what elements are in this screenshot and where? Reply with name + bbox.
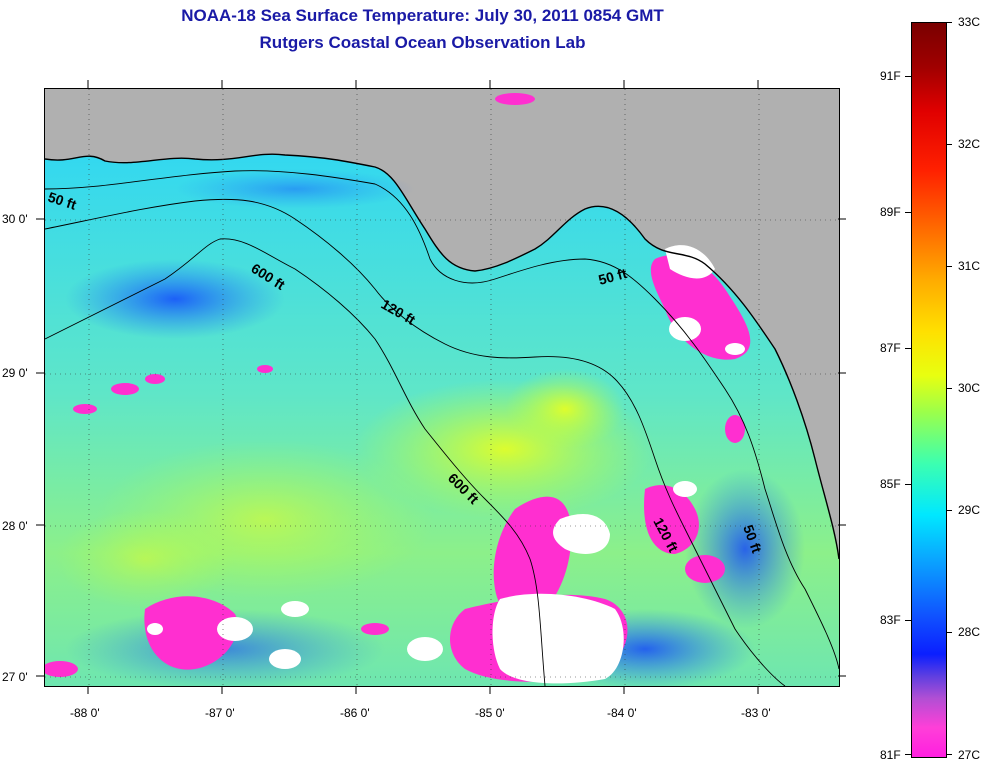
lat-label-29: 29 0' — [2, 366, 28, 380]
colorbar-label-87f: 87F — [880, 341, 901, 355]
lon-label-88: -88 0' — [70, 706, 100, 720]
lat-label-30: 30 0' — [2, 212, 28, 226]
lon-label-87: -87 0' — [205, 706, 235, 720]
colorbar-label-27c: 27C — [958, 748, 981, 762]
colorbar-label-29c: 29C — [958, 503, 981, 517]
temperature-color-bar — [911, 22, 947, 758]
isobath-600ft — [45, 238, 546, 686]
map-subtitle: Rutgers Coastal Ocean Observation Lab — [259, 33, 586, 52]
colorbar-label-31c: 31C — [958, 259, 981, 273]
isobath-label-50ft-east: 50 ft — [597, 265, 629, 288]
lon-label-84: -84 0' — [607, 706, 637, 720]
lat-label-28: 28 0' — [2, 519, 28, 533]
lat-label-27: 27 0' — [2, 670, 28, 684]
colorbar-label-91f: 91F — [880, 69, 901, 83]
colorbar-label-81f: 81F — [880, 748, 901, 762]
map-title: NOAA-18 Sea Surface Temperature: July 30… — [181, 6, 664, 25]
colorbar-label-83f: 83F — [880, 613, 901, 627]
isobath-120ft — [45, 198, 786, 686]
isobath-50ft — [45, 170, 839, 670]
colorbar-label-33c: 33C — [958, 15, 981, 29]
lon-label-85: -85 0' — [475, 706, 505, 720]
colorbar-label-28c: 28C — [958, 625, 981, 639]
colorbar-label-85f: 85F — [880, 477, 901, 491]
colorbar-label-89f: 89F — [880, 205, 901, 219]
lon-label-86: -86 0' — [340, 706, 370, 720]
lon-label-83: -83 0' — [741, 706, 771, 720]
colorbar-label-32c: 32C — [958, 137, 981, 151]
coastline — [45, 153, 839, 560]
colorbar-label-30c: 30C — [958, 381, 981, 395]
sst-map: 50 ft 600 ft 120 ft 50 ft 600 ft 120 ft … — [44, 88, 840, 687]
